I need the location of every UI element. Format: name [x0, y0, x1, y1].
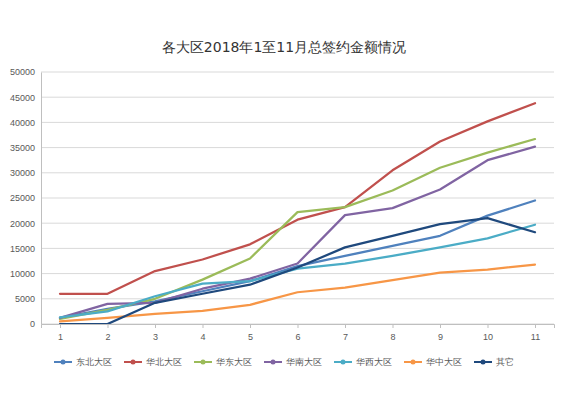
x-tick-mark [108, 324, 109, 328]
y-tick: 20000 [10, 219, 41, 229]
y-tick: 50000 [10, 67, 41, 77]
lines [60, 103, 535, 324]
legend-item: 华南大区 [264, 357, 322, 367]
grid-line [41, 72, 554, 73]
grid-line [41, 273, 554, 274]
x-tick: 1 [58, 324, 63, 342]
y-tick-label: 45000 [10, 93, 35, 103]
x-tick: 7 [343, 324, 348, 342]
grid-line [41, 248, 554, 249]
x-tick-label: 6 [295, 332, 300, 342]
x-tick: 3 [153, 324, 158, 342]
y-tick: 15000 [10, 244, 41, 254]
y-tick-label: 10000 [10, 269, 35, 279]
legend-item: 华东大区 [194, 357, 252, 367]
x-tick-label: 4 [200, 332, 205, 342]
grid-line [41, 147, 554, 148]
y-tick: 25000 [10, 193, 41, 203]
chart: 各大区2018年1至11月总签约金额情况 0 5000 10000 15000 20000… [0, 0, 568, 400]
x-tick-label: 3 [153, 332, 158, 342]
series-line [60, 218, 535, 324]
x-tick: 6 [295, 324, 300, 342]
legend-marker [271, 360, 276, 365]
y-tick-label: 20000 [10, 219, 35, 229]
legend-label: 华北大区 [146, 357, 182, 367]
x-tick-label: 9 [438, 332, 443, 342]
x-tick-label: 7 [343, 332, 348, 342]
x-axis-line [42, 325, 555, 329]
y-tick-label: 25000 [10, 193, 35, 203]
y-tick: 30000 [10, 168, 41, 178]
legend-label: 东北大区 [76, 357, 112, 367]
y-axis-line [41, 73, 42, 325]
x-tick-mark [60, 324, 61, 328]
y-tick: 0 [30, 319, 41, 329]
legend-label: 华中大区 [426, 357, 462, 367]
x-tick: 5 [248, 324, 253, 342]
legend-item: 华西大区 [334, 357, 392, 367]
legend-label: 其它 [496, 357, 514, 367]
x-tick: 2 [105, 324, 110, 342]
y-axis: 0 5000 10000 15000 20000 25000 30000 35000 40000… [10, 67, 42, 329]
x-tick-mark [345, 324, 346, 328]
y-tick-label: 40000 [10, 118, 35, 128]
grid-line [41, 298, 554, 299]
grid-line [41, 172, 554, 173]
x-tick-mark [393, 324, 394, 328]
y-tick: 10000 [10, 269, 41, 279]
y-tick-label: 0 [30, 319, 35, 329]
y-tick-label: 15000 [10, 244, 35, 254]
legend-marker [201, 360, 206, 365]
grid [41, 72, 554, 324]
legend-marker [341, 360, 346, 365]
x-tick: 4 [200, 324, 205, 342]
series-line [60, 103, 535, 294]
legend-marker [61, 360, 66, 365]
x-tick-mark [155, 324, 156, 328]
legend: 东北大区 华北大区 华东大区 华南大区 华西大区 华中大区 其它 [54, 357, 514, 367]
y-tick: 45000 [10, 93, 41, 103]
grid-line [41, 97, 554, 98]
x-tick: 8 [390, 324, 395, 342]
x-tick-mark [535, 324, 536, 328]
x-tick-mark [440, 324, 441, 328]
x-tick-label: 2 [105, 332, 110, 342]
x-axis: 1 2 3 4 5 6 7 8 9 10 11 [42, 324, 555, 342]
y-tick-label: 50000 [10, 67, 35, 77]
y-tick: 40000 [10, 118, 41, 128]
legend-item: 华中大区 [404, 357, 462, 367]
x-tick: 9 [438, 324, 443, 342]
grid-line [41, 223, 554, 224]
legend-item: 华北大区 [124, 357, 182, 367]
grid-line [41, 122, 554, 123]
x-tick: 10 [483, 324, 493, 342]
y-tick-label: 35000 [10, 143, 35, 153]
x-tick-mark [203, 324, 204, 328]
y-tick-label: 5000 [15, 294, 35, 304]
y-tick: 35000 [10, 143, 41, 153]
legend-marker [411, 360, 416, 365]
series-line [60, 201, 535, 318]
x-tick-mark [488, 324, 489, 328]
legend-label: 华西大区 [356, 357, 392, 367]
x-tick: 11 [531, 324, 540, 342]
y-tick: 5000 [15, 294, 41, 304]
title: 各大区2018年1至11月总签约金额情况 [162, 39, 406, 55]
x-tick-label: 8 [390, 332, 395, 342]
legend-marker [481, 360, 486, 365]
x-tick-label: 11 [531, 332, 540, 342]
legend-item: 东北大区 [54, 357, 112, 367]
legend-marker [131, 360, 136, 365]
grid-line [41, 198, 554, 199]
x-tick-mark [298, 324, 299, 328]
x-tick-label: 10 [483, 332, 493, 342]
x-tick-label: 5 [248, 332, 253, 342]
legend-item: 其它 [474, 357, 514, 367]
y-tick-label: 30000 [10, 168, 35, 178]
legend-label: 华南大区 [286, 357, 322, 367]
x-tick-label: 1 [58, 332, 63, 342]
x-tick-mark [250, 324, 251, 328]
legend-label: 华东大区 [216, 357, 252, 367]
